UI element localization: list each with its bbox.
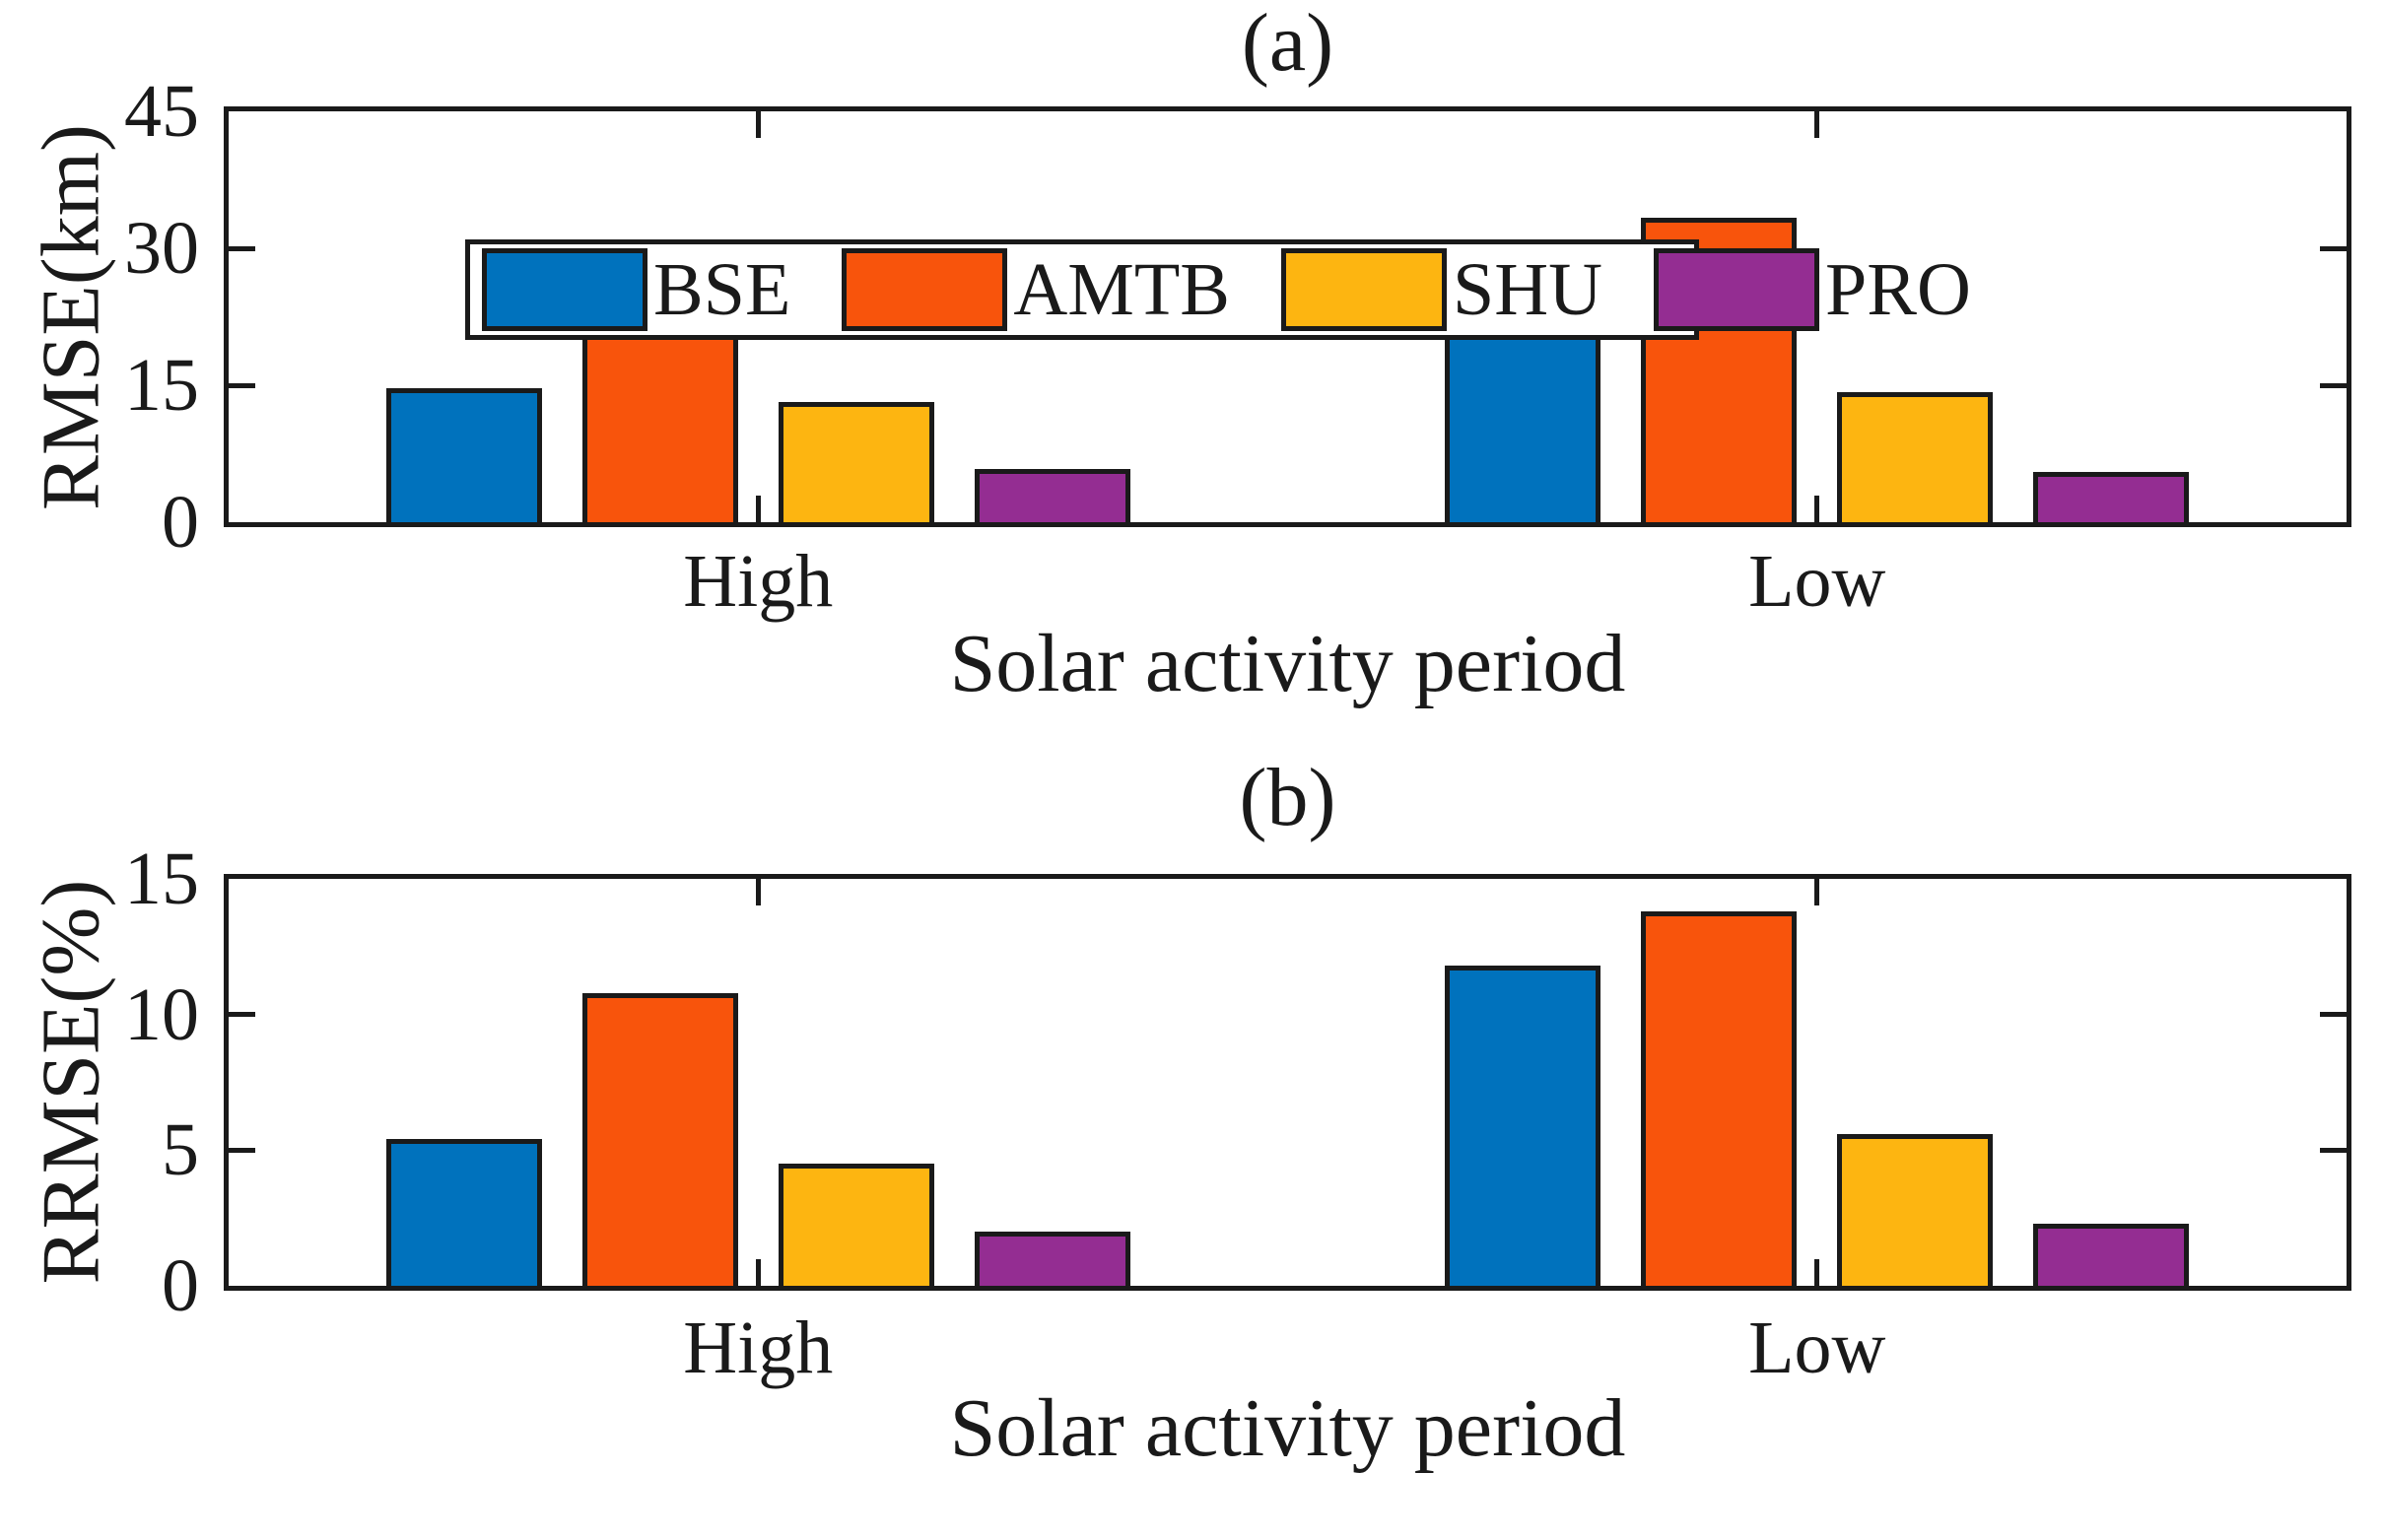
legend-item-amtb: AMTB — [842, 248, 1230, 331]
chart-b-ytick-label-10: 10 — [124, 972, 199, 1056]
x-tickmark — [755, 496, 761, 522]
chart-b-ytick-label-15: 15 — [124, 837, 199, 920]
x-tickmark — [755, 879, 761, 905]
legend-swatch-pro — [1654, 248, 1820, 331]
bar-pro-low — [2033, 472, 2190, 522]
x-tickmark — [1814, 496, 1820, 522]
y-tickmark — [229, 382, 255, 388]
chart-a-ytick-label-45: 45 — [124, 70, 199, 153]
chart-b-x-axis-label: Solar activity period — [949, 1382, 1626, 1474]
bar-shu-low — [1837, 392, 1994, 522]
x-tickmark — [1814, 879, 1820, 905]
chart-b-category-label-low: Low — [1748, 1306, 1886, 1389]
legend-swatch-amtb — [842, 248, 1008, 331]
y-tickmark — [2320, 1147, 2347, 1153]
y-tickmark — [229, 1012, 255, 1018]
chart-a-y-axis-label: RMSE(km) — [25, 123, 117, 511]
bar-bse-high — [385, 388, 542, 522]
chart-b-plot-area — [224, 874, 2351, 1291]
chart-b-y-axis-label: RRMSE(%) — [25, 879, 117, 1285]
y-tickmark — [2320, 1012, 2347, 1018]
legend-label-bse: BSE — [653, 248, 791, 331]
bar-amtb-high — [581, 993, 738, 1286]
bar-shu-low — [1837, 1134, 1994, 1286]
x-tickmark — [1814, 1259, 1820, 1286]
chart-a-ytick-label-30: 30 — [124, 207, 199, 290]
bar-amtb-low — [1641, 911, 1798, 1286]
bar-bse-low — [1445, 966, 1601, 1286]
legend: BSE AMTB SHU PRO — [465, 239, 1971, 340]
bar-bse-high — [385, 1139, 542, 1286]
legend-swatch-shu — [1280, 248, 1447, 331]
bar-shu-high — [778, 402, 934, 522]
chart-b-category-label-high: High — [683, 1306, 834, 1389]
legend-swatch-bse — [482, 248, 647, 331]
chart-a-title: (a) — [1241, 0, 1334, 89]
chart-a-x-axis-label: Solar activity period — [949, 618, 1626, 709]
x-tickmark — [1814, 111, 1820, 138]
x-tickmark — [755, 1259, 761, 1286]
bar-pro-high — [974, 1232, 1130, 1286]
chart-b-title: (b) — [1239, 752, 1336, 843]
x-tickmark — [755, 111, 761, 138]
chart-b-ytick-label-0: 0 — [162, 1244, 199, 1327]
chart-a-category-label-high: High — [683, 540, 834, 623]
bar-pro-low — [2033, 1224, 2190, 1286]
chart-a-plot-area: BSE AMTB SHU PRO — [224, 106, 2351, 527]
y-tickmark — [229, 1147, 255, 1153]
legend-label-shu: SHU — [1452, 248, 1603, 331]
chart-a-ytick-label-0: 0 — [162, 481, 199, 564]
legend-item-shu: SHU — [1280, 248, 1603, 331]
legend-label-pro: PRO — [1825, 248, 1971, 331]
legend-label-amtb: AMTB — [1013, 248, 1230, 331]
chart-a-ytick-label-15: 15 — [124, 344, 199, 427]
bar-pro-high — [974, 469, 1130, 522]
y-tickmark — [229, 245, 255, 251]
chart-b-ytick-label-5: 5 — [162, 1108, 199, 1192]
y-tickmark — [2320, 382, 2347, 388]
bar-shu-high — [778, 1164, 934, 1286]
legend-item-pro: PRO — [1654, 248, 1971, 331]
y-tickmark — [2320, 245, 2347, 251]
chart-a-category-label-low: Low — [1748, 540, 1886, 623]
legend-item-bse: BSE — [482, 248, 790, 331]
